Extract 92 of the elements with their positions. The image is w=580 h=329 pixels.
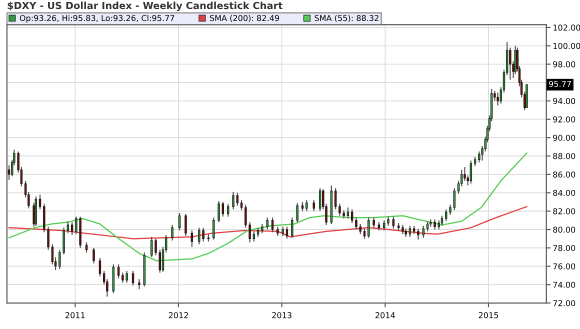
candlestick (408, 225, 412, 238)
candlestick (286, 226, 288, 240)
annotation: 95.77 (549, 80, 571, 87)
candlestick (422, 225, 424, 238)
candlestick (202, 227, 204, 242)
candlestick (236, 192, 238, 206)
y-tick-label: 72.00 (553, 300, 576, 306)
candlestick (112, 264, 114, 294)
legend-label: Op:93.26, Hi:95.83, Lo:93.26, Cl:95.77 (20, 14, 174, 23)
candlestick (338, 203, 341, 216)
candlestick (70, 222, 74, 236)
candlestick (138, 278, 140, 290)
chart-title: $DXY - US Dollar Index - Weekly Candlestick Chart (8, 2, 283, 12)
candlestick (92, 247, 95, 264)
line-series (8, 152, 528, 262)
candlestick (66, 220, 70, 234)
y-tick-label: 74.00 (553, 282, 576, 288)
candlestick (261, 223, 264, 234)
x-tick-label: 2011 (66, 312, 85, 318)
candlestick (426, 220, 429, 232)
candlestick (198, 227, 200, 245)
candlestick (318, 188, 322, 212)
candlestick (117, 264, 120, 279)
candlestick (312, 200, 315, 212)
candlestick (438, 220, 440, 230)
candlestick (218, 200, 220, 223)
candlestick (178, 212, 181, 231)
candlestick (453, 188, 456, 211)
candlestick (184, 213, 187, 237)
candlestick (291, 217, 294, 238)
y-tick-label: 90.00 (553, 134, 576, 141)
candlestick (392, 216, 395, 230)
candlestick (256, 227, 260, 238)
candlestick (232, 191, 234, 210)
x-tick-label: 2013 (272, 312, 292, 318)
candlestick (98, 257, 102, 277)
y-tick-label: 94.00 (553, 98, 576, 104)
candlestick (350, 208, 354, 224)
candlestick (363, 228, 366, 240)
legend-label: SMA (55): 88.32 (314, 14, 378, 22)
y-tick-label: 78.00 (553, 244, 576, 252)
candlestick (190, 230, 194, 248)
x-tick-label: 2015 (478, 312, 498, 318)
candlestick (464, 166, 466, 182)
candlestick (212, 217, 215, 240)
x-tick-label: 2014 (376, 312, 395, 318)
candlestick (526, 84, 528, 108)
y-tick-label: 88.00 (553, 153, 576, 160)
candlestick (355, 217, 358, 230)
candlestick (252, 230, 256, 242)
y-tick-label: 76.00 (553, 263, 576, 270)
y-tick-label: 92.00 (553, 116, 576, 122)
y-tick-label: 82.00 (553, 208, 576, 214)
candlestick (240, 200, 243, 211)
candlestick (334, 188, 337, 210)
candlestick (346, 206, 350, 220)
candlestick (282, 226, 284, 237)
candlestick (38, 194, 42, 210)
candlestick (126, 270, 128, 284)
candlestick (226, 203, 230, 218)
candlestick (440, 215, 444, 226)
y-tick-label: 98.00 (553, 61, 576, 68)
candlestick (271, 217, 274, 233)
candlestick (368, 217, 370, 238)
candlestick (387, 216, 390, 226)
candlestick (296, 202, 298, 223)
candlestick (509, 47, 512, 80)
candlestick (434, 218, 436, 230)
candlestick (417, 228, 420, 240)
candlestick (222, 201, 224, 218)
candlestick (150, 236, 153, 258)
legend-label: SMA (200): 82.49 (210, 14, 280, 22)
candlestick (171, 224, 174, 242)
candlestick (85, 242, 88, 254)
y-tick-label: 86.00 (553, 171, 576, 178)
y-tick-label: 102.00 (553, 24, 580, 31)
candlestick (306, 200, 308, 212)
candlestick (372, 217, 375, 228)
candlestick (445, 208, 448, 222)
candlestick (359, 223, 362, 235)
candlestick (496, 92, 499, 106)
candlestick (470, 160, 472, 184)
candlestick (276, 226, 279, 237)
candlestick (383, 220, 386, 231)
candlestick (402, 224, 404, 235)
y-tick-label: 80.00 (553, 226, 576, 233)
y-tick-label: 84.00 (553, 190, 576, 196)
candlestick (514, 45, 516, 75)
x-tick-label: 2012 (168, 312, 188, 318)
candlestick (122, 272, 124, 284)
candlestick (266, 217, 268, 230)
y-tick-label: 100.00 (553, 42, 580, 49)
